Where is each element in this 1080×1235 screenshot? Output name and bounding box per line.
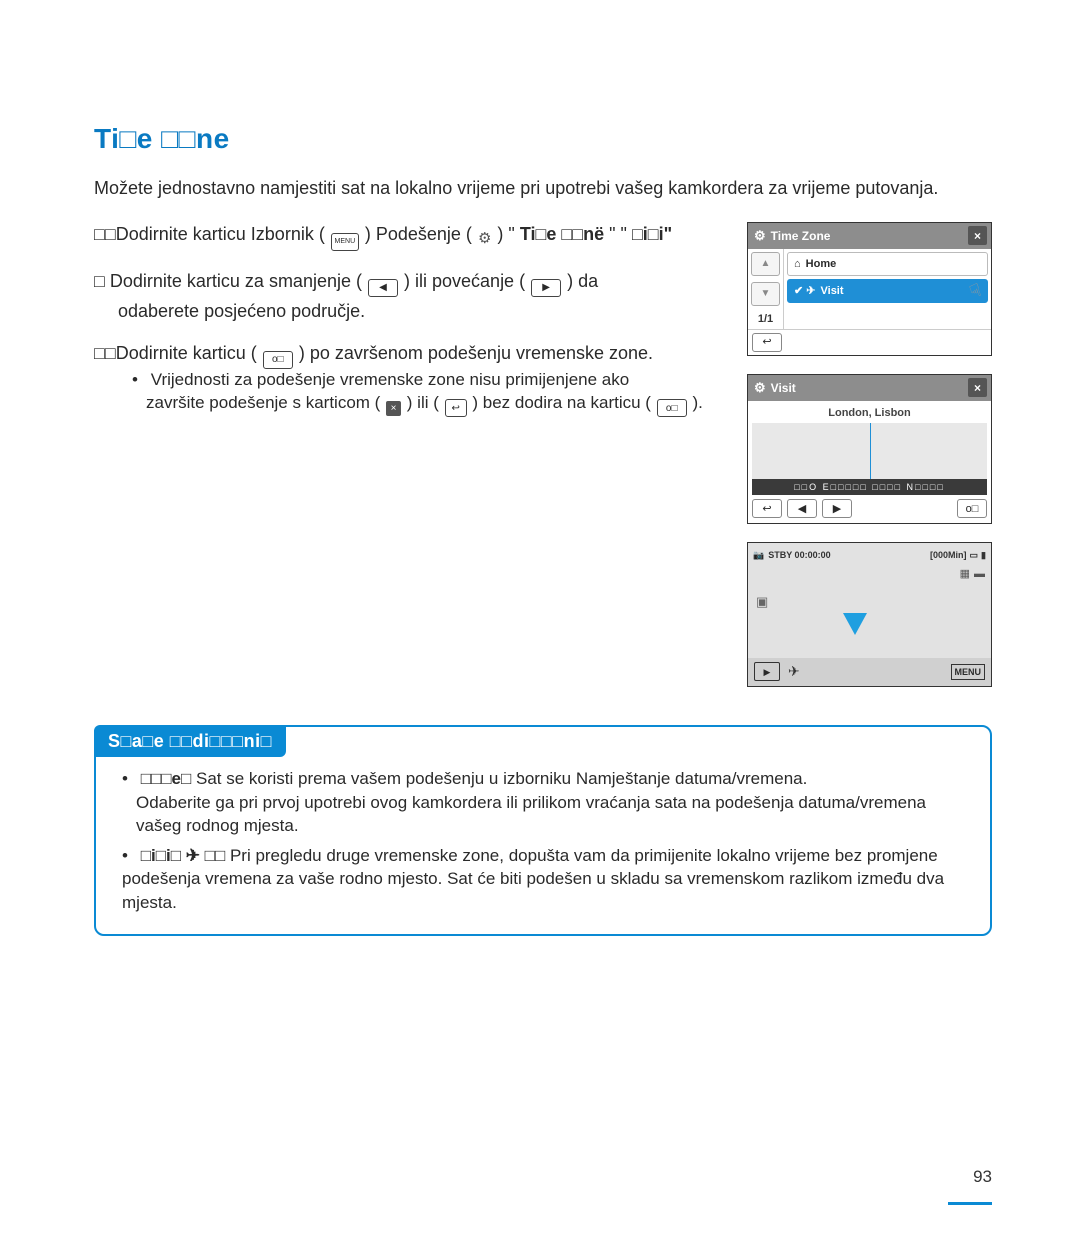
- list-item-visit[interactable]: ✔ ✈ Visit: [787, 279, 988, 303]
- page-number-underline: [948, 1202, 992, 1205]
- step1-bold2: □i□i": [632, 224, 672, 244]
- shot3-stby: STBY 00:00:00: [768, 549, 830, 561]
- shot2-worldmap: [752, 423, 987, 479]
- ok-icon: o□: [263, 351, 293, 369]
- step3-b: ) po završenom podešenju vremenske zone.: [299, 343, 653, 363]
- step2-line2: odaberete posjećeno područje.: [94, 299, 727, 323]
- screenshot-recording-standby: 📷 STBY 00:00:00 [000Min] ▭ ▮ ▦ ▬ ▣ ▶ ✈ M…: [747, 542, 992, 687]
- callout-box: S□a□e □□di□□□ni□ • □□□e□ Sat se koristi …: [94, 725, 992, 936]
- list-item-visit-label: Visit: [821, 284, 844, 299]
- screenshot-timezone-list: ⚙ Time Zone × ▲ ▼ 1/1 ⌂ Home ✔ ✈: [747, 222, 992, 356]
- back-icon: ↩: [445, 399, 467, 417]
- menu-icon: MENU: [331, 233, 359, 251]
- screenshots-column: ⚙ Time Zone × ▲ ▼ 1/1 ⌂ Home ✔ ✈: [747, 222, 992, 687]
- shot2-date-bar: □□O E□□□□□ □□□□ N□□□□: [752, 479, 987, 495]
- visit-check-icon: ✔ ✈: [794, 284, 816, 299]
- step2-a: □ Dodirnite karticu za smanjenje (: [94, 271, 362, 291]
- shot2-left-button[interactable]: ◀: [787, 499, 817, 518]
- callout-li2-bold: □i□i□ ✈ □□: [141, 846, 225, 865]
- steps-column: □□Dodirnite karticu Izbornik ( MENU ) Po…: [94, 222, 727, 687]
- playback-button[interactable]: ▶: [754, 662, 780, 681]
- step-2: □ Dodirnite karticu za smanjenje ( ◀ ) i…: [94, 269, 727, 323]
- shot2-right-button[interactable]: ▶: [822, 499, 852, 518]
- shot1-page-indicator: 1/1: [748, 309, 783, 329]
- shot3-menu-button[interactable]: MENU: [951, 664, 986, 680]
- grid-icon: ▦: [960, 567, 970, 585]
- camera-icon: 📷: [753, 549, 764, 561]
- step3-sub-b2: ) ili (: [407, 393, 439, 412]
- battery-icon: ▮: [981, 549, 986, 561]
- callout-item-home: • □□□e□ Sat se koristi prema vašem podeš…: [122, 767, 968, 837]
- step2-c: ) da: [567, 271, 598, 291]
- ok-icon-2: o□: [657, 399, 687, 417]
- shot1-back-button[interactable]: ↩: [752, 333, 782, 352]
- shot2-meridian-line: [870, 423, 871, 479]
- hd-icon: ▬: [974, 567, 985, 585]
- page-title: Ti□e □□ne: [94, 120, 992, 158]
- shot2-ok-button[interactable]: o□: [957, 499, 987, 518]
- gear-icon: ⚙: [478, 229, 491, 249]
- callout-li1-bold: □□□e□: [141, 769, 192, 788]
- callout-item-visit: • □i□i□ ✈ □□ Pri pregledu druge vremensk…: [122, 844, 968, 914]
- step-3: □□Dodirnite karticu ( o□ ) po završenom …: [94, 341, 727, 417]
- shot2-close-button[interactable]: ×: [968, 378, 987, 397]
- callout-li1-text: Sat se koristi prema vašem podešenju u i…: [191, 769, 807, 788]
- airplane-icon: ✈: [788, 662, 800, 681]
- step3-sub-b4: ).: [692, 393, 702, 412]
- callout-li2-text: Pri pregledu druge vremenske zone, dopuš…: [122, 846, 944, 912]
- bullet-dot: •: [132, 369, 146, 392]
- shot2-title: Visit: [771, 380, 796, 396]
- step1-mid1: ) Podešenje (: [365, 224, 472, 244]
- step1-mid2: ) ": [497, 224, 514, 244]
- card-icon: ▭: [970, 549, 979, 561]
- step3-sub-b1: završite podešenje s karticom (: [146, 393, 380, 412]
- step1-prefix: □□Dodirnite karticu Izbornik (: [94, 224, 325, 244]
- record-indicator-icon: ▣: [756, 593, 768, 611]
- callout-header: S□a□e □□di□□□ni□: [94, 725, 286, 757]
- step3-sub-a: Vrijednosti za podešenje vremenske zone …: [151, 370, 629, 389]
- page-number: 93: [973, 1166, 992, 1189]
- shot1-gear-icon: ⚙: [754, 227, 766, 245]
- list-item-home-label: Home: [806, 257, 837, 272]
- shot3-time: [000Min]: [930, 549, 967, 561]
- callout-li1-cont: Odaberite ga pri prvoj upotrebi ovog kam…: [122, 791, 968, 838]
- shot2-gear-icon: ⚙: [754, 379, 766, 397]
- shot1-down-button[interactable]: ▼: [751, 282, 780, 306]
- step1-mid3: " ": [609, 224, 627, 244]
- shot1-title: Time Zone: [771, 228, 831, 244]
- home-icon: ⌂: [794, 257, 801, 272]
- close-icon: ×: [386, 401, 401, 416]
- step3-a: □□Dodirnite karticu (: [94, 343, 257, 363]
- step1-bold1: Ti□e □□në: [520, 224, 604, 244]
- step2-b: ) ili povećanje (: [404, 271, 525, 291]
- step3-sub-b3: ) bez dodira na karticu (: [472, 393, 651, 412]
- list-item-home[interactable]: ⌂ Home: [787, 252, 988, 276]
- screenshot-visit-map: ⚙ Visit × London, Lisbon □□O E□□□□□ □□□□…: [747, 374, 992, 524]
- step-1: □□Dodirnite karticu Izbornik ( MENU ) Po…: [94, 222, 727, 251]
- right-icon: ▶: [531, 279, 561, 297]
- shot1-up-button[interactable]: ▲: [751, 252, 780, 276]
- intro-text: Možete jednostavno namjestiti sat na lok…: [94, 176, 992, 200]
- shot2-city-label: London, Lisbon: [748, 401, 991, 423]
- shot2-back-button[interactable]: ↩: [752, 499, 782, 518]
- left-icon: ◀: [368, 279, 398, 297]
- shot1-close-button[interactable]: ×: [968, 226, 987, 245]
- pointer-arrow-icon: [843, 613, 867, 635]
